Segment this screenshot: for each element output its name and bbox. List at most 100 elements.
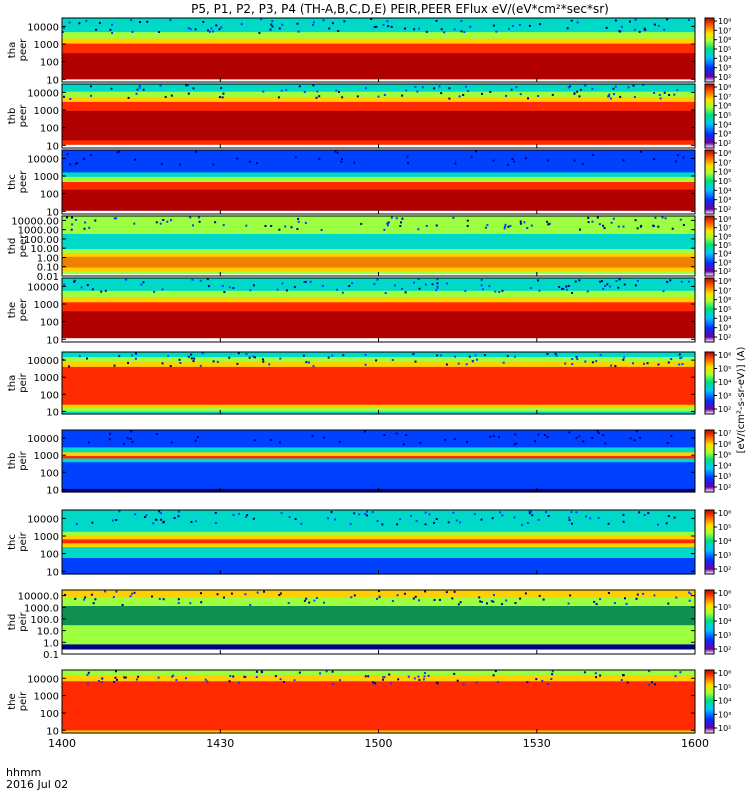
- noise-pixel: [617, 225, 620, 228]
- colorbar-units-label: [eV/(cm²-s-sr-eV)] (A): [736, 347, 747, 454]
- noise-pixel: [575, 437, 578, 439]
- noise-pixel: [153, 437, 156, 440]
- colorbar-tick-label: 10⁵: [718, 603, 731, 612]
- noise-pixel: [396, 523, 399, 526]
- noise-pixel: [657, 225, 660, 228]
- y-tick-label: 10000: [27, 282, 59, 293]
- noise-pixel: [602, 224, 605, 227]
- spectrogram-band: [62, 726, 695, 732]
- noise-pixel: [582, 440, 585, 443]
- noise-pixel: [372, 681, 374, 684]
- noise-pixel: [331, 670, 334, 673]
- noise-pixel: [338, 441, 341, 443]
- noise-pixel: [494, 290, 497, 293]
- noise-pixel: [571, 358, 574, 360]
- colorbar-tick-label: 10⁷: [718, 92, 731, 101]
- noise-pixel: [403, 592, 406, 595]
- noise-pixel: [495, 30, 498, 33]
- y-tick-label: 100: [40, 390, 59, 401]
- colorbar-gradient: [704, 351, 715, 415]
- noise-pixel: [110, 87, 113, 90]
- noise-pixel: [167, 431, 170, 433]
- noise-pixel: [254, 356, 256, 359]
- noise-pixel: [570, 19, 573, 22]
- colorbar-tick-label: 10⁸: [718, 83, 731, 92]
- colorbar-tick-label: 10⁷: [718, 26, 731, 35]
- noise-pixel: [405, 89, 408, 92]
- y-tick-label: 10: [46, 567, 59, 578]
- noise-pixel: [399, 225, 402, 227]
- noise-pixel: [145, 514, 148, 517]
- noise-pixel: [116, 151, 119, 154]
- noise-pixel: [278, 594, 281, 596]
- noise-pixel: [293, 679, 296, 682]
- noise-pixel: [501, 155, 504, 158]
- noise-pixel: [318, 157, 321, 160]
- colorbar-tick-label: 10⁷: [718, 224, 731, 233]
- noise-pixel: [452, 216, 455, 219]
- noise-pixel: [528, 24, 531, 27]
- noise-pixel: [385, 430, 388, 433]
- noise-pixel: [150, 160, 153, 163]
- noise-pixel: [481, 92, 483, 95]
- noise-pixel: [159, 512, 162, 515]
- noise-pixel: [364, 513, 366, 515]
- noise-pixel: [270, 225, 273, 227]
- noise-pixel: [455, 519, 458, 522]
- noise-pixel: [418, 287, 421, 290]
- noise-pixel: [515, 442, 518, 445]
- noise-pixel: [88, 226, 91, 229]
- noise-pixel: [283, 681, 285, 683]
- noise-pixel: [633, 439, 636, 442]
- noise-pixel: [474, 354, 477, 357]
- colorbar-tick-label: 10³: [718, 551, 731, 560]
- noise-pixel: [206, 680, 209, 683]
- noise-pixel: [474, 153, 477, 156]
- noise-pixel: [284, 225, 287, 228]
- noise-pixel: [192, 87, 195, 90]
- noise-pixel: [274, 675, 277, 678]
- noise-pixel: [194, 520, 197, 523]
- noise-pixel: [620, 679, 623, 681]
- y-tick-label: 10000: [27, 514, 59, 525]
- noise-pixel: [571, 363, 574, 366]
- noise-pixel: [586, 290, 589, 293]
- noise-pixel: [404, 27, 406, 30]
- noise-pixel: [548, 222, 551, 225]
- colorbar-tick-label: 10⁵: [718, 451, 731, 460]
- noise-pixel: [321, 151, 324, 154]
- noise-pixel: [480, 284, 483, 287]
- noise-pixel: [435, 681, 438, 684]
- noise-pixel: [236, 434, 239, 437]
- noise-pixel: [232, 514, 235, 516]
- colorbar-tick-label: 10⁵: [718, 305, 731, 314]
- noise-pixel: [565, 285, 568, 288]
- y-tick-label: 10: [46, 485, 59, 496]
- noise-pixel: [94, 219, 97, 222]
- noise-pixel: [519, 222, 522, 225]
- spectrogram-band: [62, 357, 695, 363]
- noise-pixel: [619, 95, 622, 98]
- noise-pixel: [414, 595, 417, 598]
- noise-pixel: [190, 521, 193, 523]
- y-axis-label: thbpeir: [7, 450, 29, 470]
- noise-pixel: [534, 440, 537, 443]
- noise-pixel: [367, 675, 370, 678]
- noise-pixel: [315, 597, 318, 599]
- noise-pixel: [618, 30, 621, 33]
- colorbar-tick-label: 10⁴: [718, 537, 731, 546]
- noise-pixel: [682, 156, 685, 159]
- noise-pixel: [178, 358, 181, 361]
- noise-pixel: [435, 289, 438, 292]
- noise-pixel: [138, 86, 141, 89]
- noise-pixel: [547, 223, 550, 226]
- noise-pixel: [84, 221, 87, 224]
- noise-pixel: [653, 92, 656, 94]
- noise-pixel: [375, 25, 378, 28]
- spectrogram-band: [62, 670, 695, 676]
- noise-pixel: [521, 523, 524, 526]
- noise-pixel: [492, 24, 495, 27]
- noise-pixel: [541, 679, 544, 682]
- noise-pixel: [466, 219, 469, 222]
